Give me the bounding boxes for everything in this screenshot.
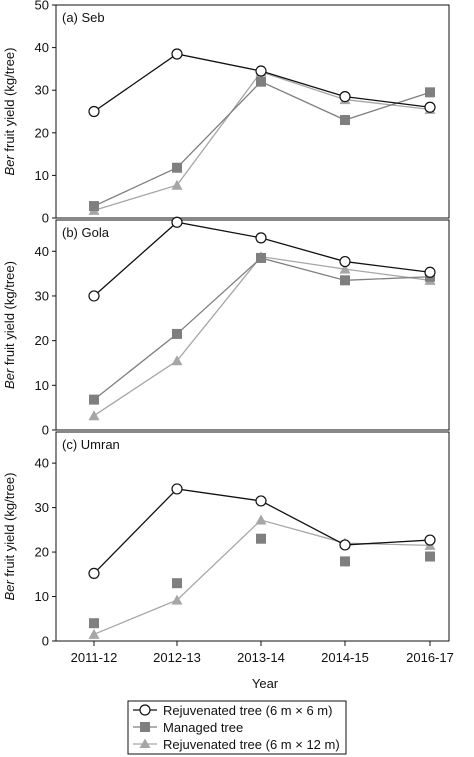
y-tick-label: 20: [35, 125, 49, 140]
legend-label-rejuvenated-6x12: Rejuvenated tree (6 m × 12 m): [163, 737, 340, 752]
x-tick-label: 2011-12: [71, 650, 118, 665]
y-tick-label: 30: [35, 288, 49, 303]
data-point-square: [340, 556, 350, 567]
panel-frame: [55, 219, 450, 431]
data-point-circle: [88, 290, 100, 302]
panel-frame: [55, 4, 450, 219]
y-tick-label: 0: [42, 211, 49, 226]
data-point-square: [256, 76, 266, 87]
data-point-triangle: [171, 594, 183, 605]
data-point-circle: [255, 495, 267, 507]
data-point-square: [256, 252, 266, 263]
data-point-square: [89, 201, 99, 212]
legend-circle-marker-icon: [139, 704, 151, 716]
data-point-triangle: [339, 263, 351, 274]
series-line-triangle: [93, 255, 431, 417]
y-tick-label: 20: [35, 545, 49, 560]
panel-title: (c) Umran: [62, 437, 120, 452]
panel-0: (a) Seb 0 10 20 30 40 50 Ber fruit yield (kg/tr…: [2, 0, 450, 226]
data-point-square: [425, 87, 435, 98]
panel-1: (b) Gola 0 10 20 30 40 Ber fruit yield (kg/tre…: [2, 216, 450, 438]
y-tick-label: 40: [35, 244, 49, 259]
x-tick-label: 2013-14: [237, 650, 285, 665]
y-axis-title: Ber fruit yield (kg/tree): [2, 473, 17, 601]
data-point-circle: [88, 567, 100, 580]
legend-label-managed: Managed tree: [163, 720, 243, 735]
y-tick-label: 50: [35, 0, 49, 13]
panel-frame: [55, 431, 450, 642]
x-tick-label: 2014-15: [321, 650, 369, 665]
legend-square-marker-icon: [140, 722, 150, 732]
data-point-square: [256, 533, 266, 544]
panel-2: (c) Umran 0 10 20 30 40 Ber fruit yield (kg/tr…: [2, 431, 454, 665]
data-point-square: [89, 394, 99, 405]
data-point-triangle: [88, 628, 100, 639]
data-point-circle: [171, 216, 183, 228]
panel-title: (b) Gola: [62, 225, 110, 240]
panel-title: (a) Seb: [62, 10, 105, 25]
y-tick-label: 10: [35, 378, 49, 393]
data-point-circle: [255, 65, 267, 77]
panels: (a) Seb 0 10 20 30 40 50 Ber fruit yield (kg/tr…: [2, 0, 454, 665]
x-tick-label: 2016-17: [406, 650, 454, 665]
data-point-square: [89, 618, 99, 629]
data-point-square: [340, 115, 350, 126]
data-point-circle: [424, 266, 436, 278]
data-point-circle: [88, 105, 100, 118]
legend: Rejuvenated tree (6 m × 6 m) Managed tre…: [127, 700, 347, 755]
y-tick-label: 0: [42, 634, 49, 649]
x-axis-title: Year: [252, 676, 279, 691]
y-tick-label: 30: [35, 83, 49, 98]
x-tick-label: 2012-13: [153, 650, 201, 665]
data-point-square: [172, 162, 182, 173]
y-tick-label: 10: [35, 168, 49, 183]
y-tick-label: 40: [35, 40, 49, 55]
data-point-circle: [424, 101, 436, 113]
y-tick-label: 0: [42, 423, 49, 438]
y-tick-label: 20: [35, 333, 49, 348]
legend-label-rejuvenated-6x6: Rejuvenated tree (6 m × 6 m): [163, 703, 332, 718]
y-tick-label: 30: [35, 500, 49, 515]
y-axis-title: Ber fruit yield (kg/tree): [2, 261, 17, 389]
data-point-triangle: [171, 179, 183, 190]
series-line-triangle: [93, 71, 431, 211]
data-point-circle: [339, 255, 351, 268]
data-point-square: [172, 328, 182, 339]
data-point-square: [425, 551, 435, 562]
data-point-circle: [339, 90, 351, 103]
data-point-circle: [339, 539, 351, 551]
legend-box: [127, 700, 347, 755]
y-tick-label: 40: [35, 456, 49, 471]
data-point-triangle: [255, 514, 267, 525]
data-point-square: [172, 578, 182, 589]
data-point-square: [340, 275, 350, 286]
series-line-square: [93, 257, 431, 401]
y-tick-label: 10: [35, 589, 49, 604]
legend-triangle-marker-icon: [139, 738, 151, 748]
data-point-triangle: [171, 355, 183, 366]
data-point-circle: [171, 483, 183, 495]
data-point-circle: [171, 48, 183, 60]
data-point-circle: [255, 232, 267, 244]
data-point-triangle: [88, 410, 100, 421]
data-point-circle: [424, 534, 436, 546]
y-axis-title: Ber fruit yield (kg/tree): [2, 48, 17, 176]
